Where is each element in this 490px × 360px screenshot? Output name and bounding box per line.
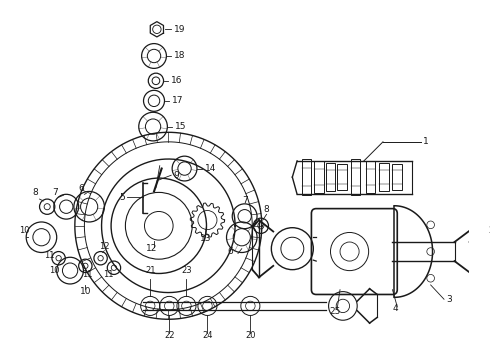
Text: 3: 3 [446, 295, 452, 304]
Text: 12: 12 [146, 244, 157, 253]
Text: 20: 20 [245, 331, 256, 340]
Text: 10: 10 [19, 226, 29, 235]
Bar [366, 161, 375, 193]
Text: 10: 10 [79, 288, 91, 297]
Text: 6: 6 [227, 247, 233, 256]
Text: 17: 17 [172, 96, 184, 105]
Text: 9: 9 [173, 171, 179, 180]
Text: 18: 18 [174, 51, 186, 60]
Text: 4: 4 [392, 304, 398, 313]
Bar [379, 163, 389, 192]
Text: 14: 14 [204, 164, 216, 173]
Text: 24: 24 [202, 331, 213, 340]
Text: 1: 1 [423, 138, 429, 147]
Text: 7: 7 [243, 196, 248, 205]
Bar [302, 159, 312, 195]
Text: 15: 15 [175, 122, 187, 131]
Bar [350, 159, 360, 195]
Text: 12: 12 [99, 242, 110, 251]
Bar [392, 164, 402, 190]
Text: 8: 8 [33, 188, 39, 197]
Text: 13: 13 [200, 234, 211, 243]
Text: 10: 10 [49, 266, 60, 275]
Text: 16: 16 [171, 76, 183, 85]
Bar [326, 163, 335, 192]
Text: 21: 21 [145, 266, 155, 275]
Text: 7: 7 [52, 188, 58, 197]
Text: 25: 25 [330, 307, 341, 316]
Text: 8: 8 [264, 206, 270, 215]
Text: 11: 11 [82, 270, 93, 279]
Text: 19: 19 [174, 25, 186, 34]
Text: 11: 11 [44, 251, 54, 260]
Text: 6: 6 [78, 184, 84, 193]
Text: 5: 5 [120, 193, 125, 202]
Bar [314, 161, 324, 193]
Text: 11: 11 [103, 270, 114, 279]
Text: 2: 2 [488, 226, 490, 235]
Bar [337, 164, 347, 190]
Text: 23: 23 [181, 266, 192, 275]
Text: 22: 22 [164, 331, 174, 340]
